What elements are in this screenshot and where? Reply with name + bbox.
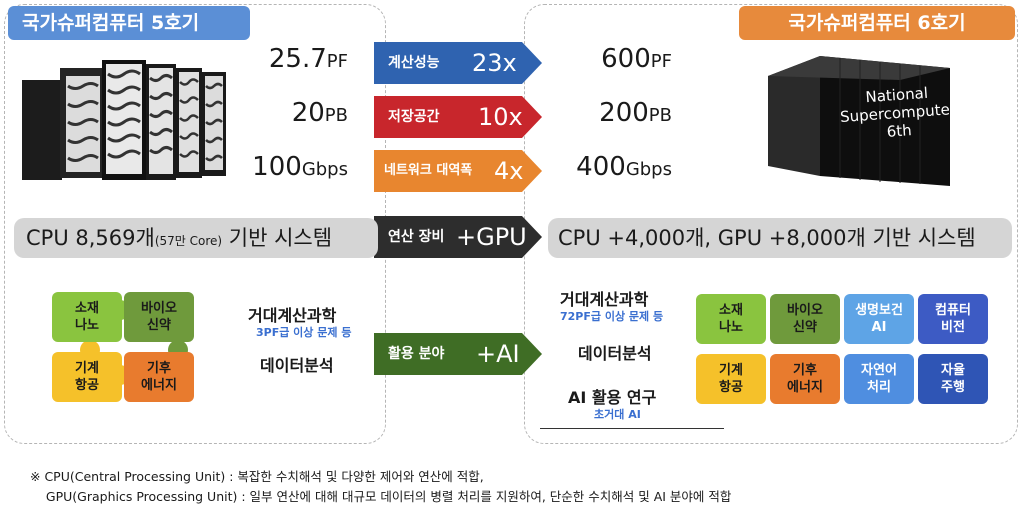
puzzle-6-bio: 바이오 신약: [770, 294, 840, 344]
puzzle-5-materials: 소재 나노: [52, 292, 122, 342]
supercomputer-6-title: 국가슈퍼컴퓨터 6호기: [739, 6, 1015, 40]
server-rack-5-image: [22, 60, 226, 180]
use-6-ai-research-sub: 초거대 AI: [594, 408, 641, 421]
footnote-cpu: ※ CPU(Central Processing Unit) : 복잡한 수치해…: [30, 469, 484, 484]
server-6-label: National Supercomputer 6th: [839, 83, 957, 141]
footnote-gpu: GPU(Graphics Processing Unit) : 일부 연산에 대…: [30, 489, 732, 504]
server-rack-6-image: [768, 56, 950, 186]
puzzle-5-mechanical: 기계 항공: [52, 352, 122, 402]
puzzle-6-autonomous: 자율 주행: [918, 354, 988, 404]
use-5-computational-science: 거대계산과학: [248, 306, 337, 325]
use-6-computational-science: 거대계산과학: [560, 290, 649, 309]
spec-5-storage: 20PB: [291, 98, 348, 128]
divider-line: [540, 428, 724, 429]
use-6-computational-science-sub: 72PF급 이상 문제 등: [560, 310, 664, 323]
spec-6-storage: 200PB: [599, 98, 672, 128]
system-6-bar: CPU +4,000개, GPU +8,000개 기반 시스템: [548, 218, 1012, 258]
puzzle-5-climate: 기후 에너지: [124, 352, 194, 402]
spec-6-performance: 600PF: [601, 44, 672, 74]
use-5-computational-science-sub: 3PF급 이상 문제 등: [256, 326, 352, 339]
use-5-data-analysis: 데이터분석: [260, 356, 334, 375]
arrow-network: 네트워크 대역폭 4x: [374, 150, 542, 192]
supercomputer-5-title: 국가슈퍼컴퓨터 5호기: [8, 6, 250, 40]
puzzle-6-health-ai: 생명보건 AI: [844, 294, 914, 344]
system-5-bar: CPU 8,569개(57만 Core) 기반 시스템: [14, 218, 378, 258]
puzzle-6-mechanical: 기계 항공: [696, 354, 766, 404]
puzzle-5-bio: 바이오 신약: [124, 292, 194, 342]
puzzle-6-computer-vision: 컴퓨터 비전: [918, 294, 988, 344]
puzzle-6-materials: 소재 나노: [696, 294, 766, 344]
arrow-performance: 계산성능 23x: [374, 42, 542, 84]
spec-6-network: 400Gbps: [576, 152, 672, 182]
arrow-compute-device: 연산 장비 +GPU: [374, 216, 542, 258]
use-6-data-analysis: 데이터분석: [578, 344, 652, 363]
spec-5-network: 100Gbps: [252, 152, 348, 182]
spec-5-performance: 25.7PF: [268, 44, 348, 74]
puzzle-6-climate: 기후 에너지: [770, 354, 840, 404]
puzzle-6-nlp: 자연어 처리: [844, 354, 914, 404]
arrow-storage: 저장공간 10x: [374, 96, 542, 138]
arrow-application: 활용 분야 +AI: [374, 333, 542, 375]
use-6-ai-research: AI 활용 연구: [568, 388, 657, 407]
